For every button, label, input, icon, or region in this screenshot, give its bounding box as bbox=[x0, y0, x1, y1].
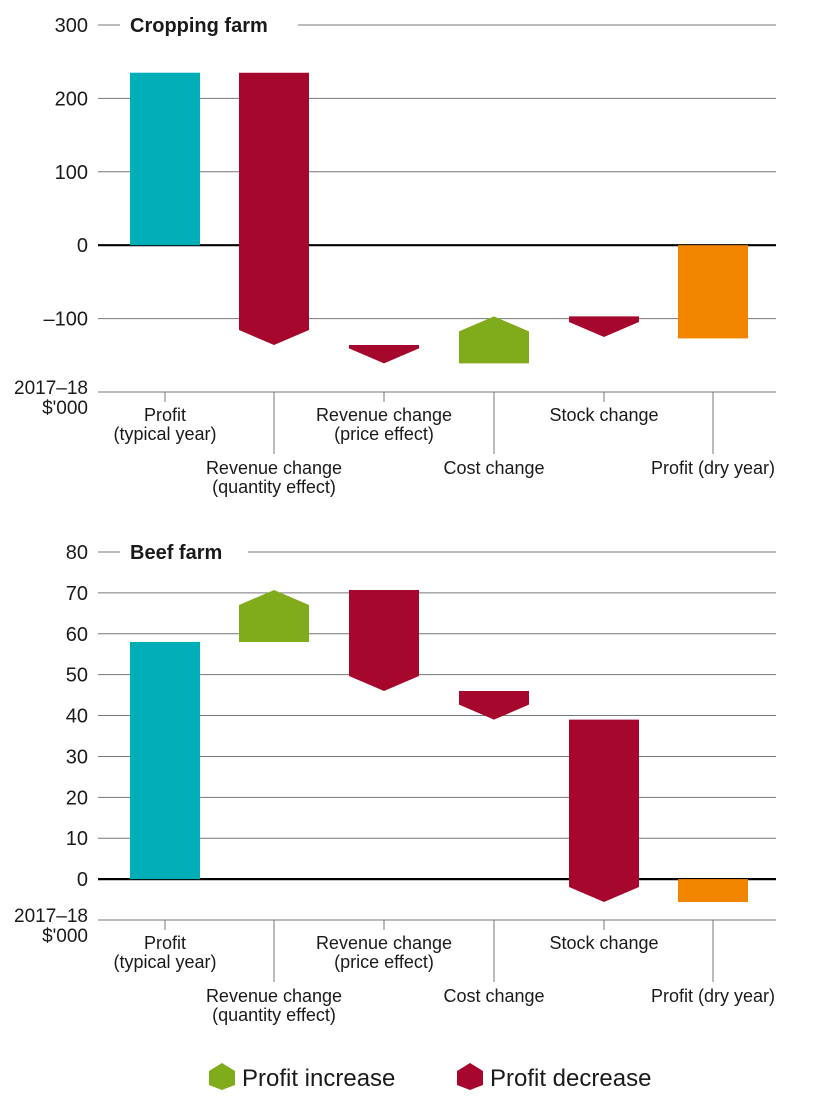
y-tick-label: –100 bbox=[44, 309, 89, 331]
bar-decrease-arrow bbox=[349, 590, 419, 692]
chart-beef-farm: 80 70 60 50 40 30 20 10 0 2017–18$'000 Beef farm Pr… bbox=[14, 538, 776, 1025]
bar-decrease-arrow bbox=[239, 72, 309, 346]
x-tick-label: (quantity effect) bbox=[212, 1005, 336, 1025]
x-tick-label: Revenue change bbox=[316, 405, 452, 425]
y-tick-label: 20 bbox=[66, 787, 88, 809]
x-tick-label: (price effect) bbox=[334, 952, 434, 972]
bar-end bbox=[678, 245, 748, 339]
chart-cropping-farm: 300 200 100 0 –100 2017–18$'000 Cropping farm P… bbox=[14, 11, 776, 497]
x-tick-label: (typical year) bbox=[113, 952, 216, 972]
legend-label: Profit increase bbox=[242, 1065, 395, 1092]
y-axis-label: $'000 bbox=[42, 926, 88, 947]
y-tick-label: 70 bbox=[66, 583, 88, 605]
bar-end bbox=[678, 879, 748, 903]
x-tick-label: (typical year) bbox=[113, 424, 216, 444]
x-tick-label: Profit (dry year) bbox=[651, 458, 775, 478]
bar-start bbox=[130, 641, 200, 880]
x-tick-label: Profit bbox=[144, 933, 186, 953]
y-tick-label: 10 bbox=[66, 828, 88, 850]
title-background bbox=[120, 538, 248, 566]
x-tick-label: Cost change bbox=[443, 986, 544, 1006]
bar-start bbox=[130, 72, 200, 246]
title-background bbox=[120, 11, 298, 39]
chart-title: Beef farm bbox=[130, 542, 222, 564]
x-tick-label: (price effect) bbox=[334, 424, 434, 444]
y-tick-label: 40 bbox=[66, 706, 88, 728]
x-tick-label: Revenue change bbox=[316, 933, 452, 953]
legend-label: Profit decrease bbox=[490, 1065, 651, 1092]
y-axis-label: $'000 bbox=[42, 398, 88, 419]
bar-increase-arrow bbox=[239, 590, 309, 642]
y-axis-label: 2017–18 bbox=[14, 906, 88, 927]
x-tick-label: Profit (dry year) bbox=[651, 986, 775, 1006]
bar-increase-arrow bbox=[459, 316, 529, 364]
y-tick-label: 300 bbox=[55, 15, 88, 37]
legend: Profit increase Profit decrease bbox=[209, 1063, 651, 1092]
x-tick-label: Cost change bbox=[443, 458, 544, 478]
y-tick-label: 0 bbox=[77, 235, 88, 257]
bar-decrease-arrow bbox=[569, 316, 639, 337]
y-tick-label: 60 bbox=[66, 624, 88, 646]
y-tick-label: 30 bbox=[66, 746, 88, 768]
x-tick-label: Stock change bbox=[549, 405, 658, 425]
y-axis-label: 2017–18 bbox=[14, 378, 88, 399]
profit-increase-swatch-icon bbox=[209, 1063, 235, 1090]
bar-decrease-arrow bbox=[459, 691, 529, 720]
x-tick-label: (quantity effect) bbox=[212, 477, 336, 497]
x-tick-label: Revenue change bbox=[206, 458, 342, 478]
x-tick-label: Stock change bbox=[549, 933, 658, 953]
y-tick-label: 100 bbox=[55, 162, 88, 184]
bar-decrease-arrow bbox=[349, 345, 419, 364]
x-tick-label: Revenue change bbox=[206, 986, 342, 1006]
y-tick-label: 80 bbox=[66, 542, 88, 564]
chart-title: Cropping farm bbox=[130, 15, 268, 37]
y-tick-label: 0 bbox=[77, 869, 88, 891]
x-tick-label: Profit bbox=[144, 405, 186, 425]
bar-decrease-arrow bbox=[569, 719, 639, 903]
y-tick-label: 200 bbox=[55, 88, 88, 110]
y-tick-label: 50 bbox=[66, 665, 88, 687]
profit-decrease-swatch-icon bbox=[457, 1063, 483, 1090]
